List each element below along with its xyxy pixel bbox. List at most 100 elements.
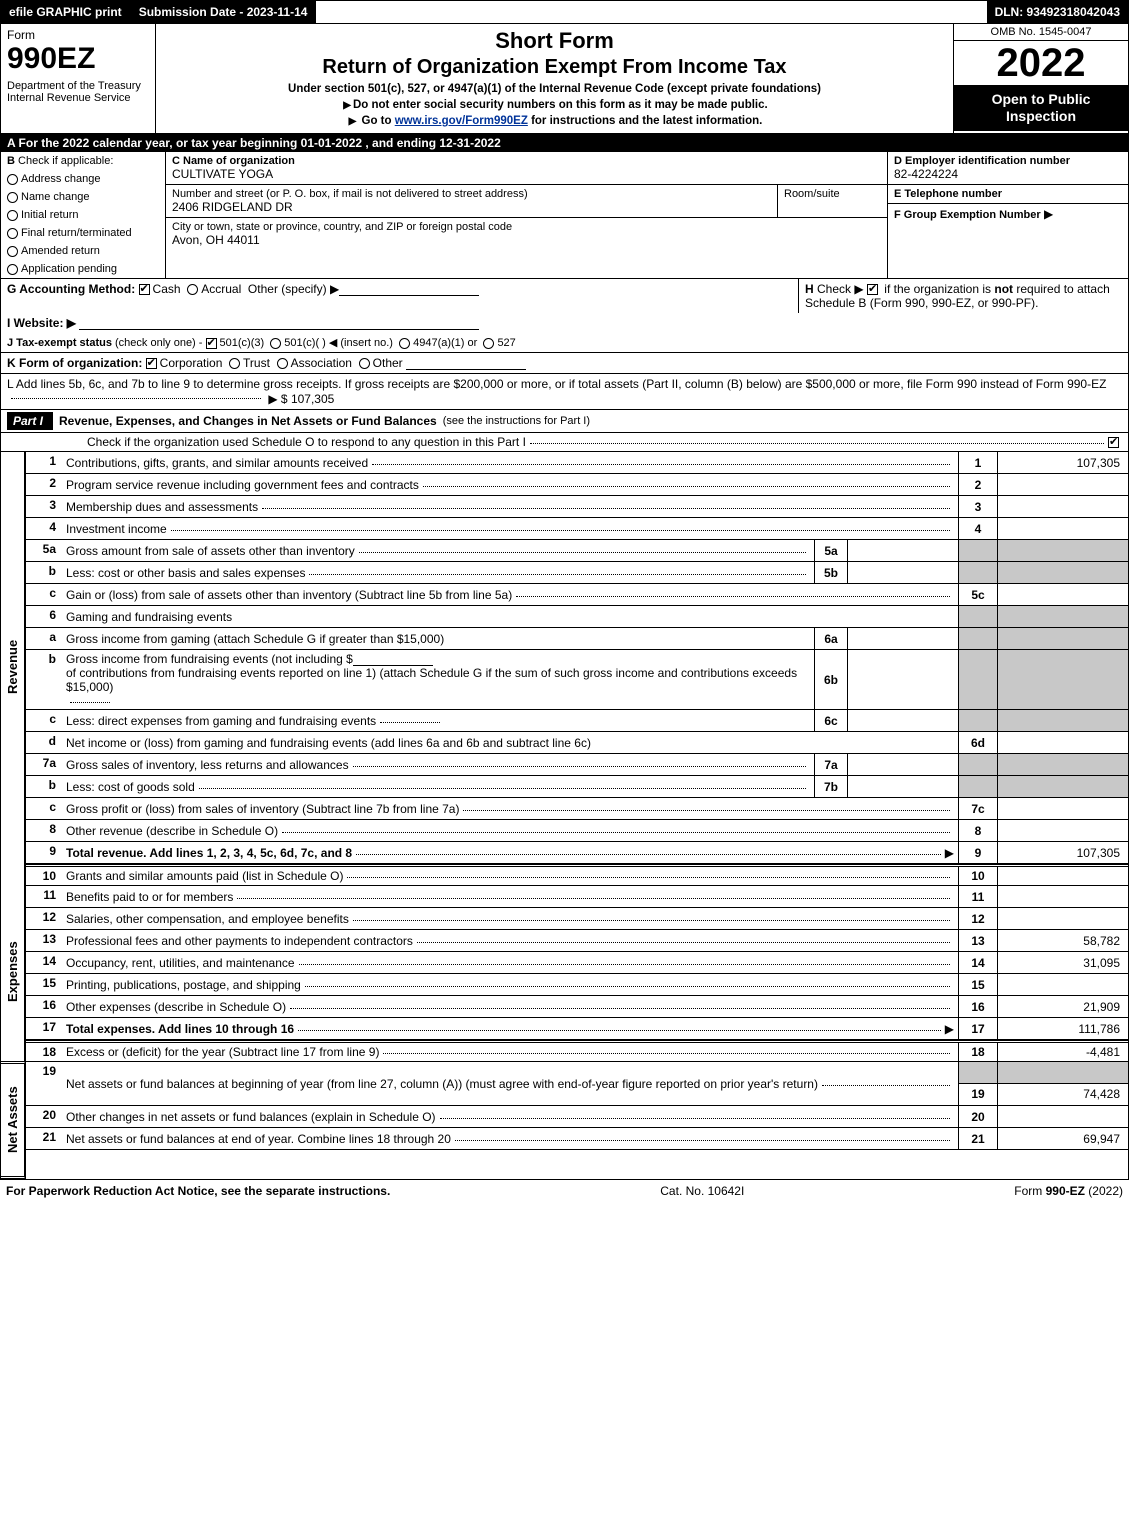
g-other: Other (specify) ▶ <box>248 282 339 296</box>
entity-block: B Check if applicable: Address change Na… <box>0 152 1129 279</box>
ln7c-desc: Gross profit or (loss) from sales of inv… <box>66 802 459 816</box>
ln6a-subval <box>848 628 958 649</box>
l-value: 107,305 <box>291 392 334 406</box>
line-16: 16 Other expenses (describe in Schedule … <box>26 996 1128 1018</box>
ln5c-col: 5c <box>958 584 998 605</box>
label-phone: E Telephone number <box>894 188 1122 200</box>
checkbox-cash[interactable] <box>139 284 150 295</box>
ln6b-num: b <box>26 650 62 709</box>
ln13-col: 13 <box>958 930 998 951</box>
checkbox-4947[interactable] <box>399 338 410 349</box>
ln19-desc: Net assets or fund balances at beginning… <box>66 1077 818 1091</box>
ln12-num: 12 <box>26 908 62 929</box>
b-application-pending: Application pending <box>1 260 165 278</box>
section-g: G Accounting Method: Cash Accrual Other … <box>1 279 798 313</box>
checkbox-application-pending[interactable] <box>7 264 18 275</box>
ln10-val <box>998 867 1128 885</box>
footer-center: Cat. No. 10642I <box>390 1184 1014 1198</box>
page-footer: For Paperwork Reduction Act Notice, see … <box>0 1179 1129 1202</box>
k-assoc: Association <box>291 356 352 370</box>
checkbox-amended-return[interactable] <box>7 246 18 257</box>
ln16-col: 16 <box>958 996 998 1017</box>
form-word: Form <box>7 28 149 42</box>
line-5a: 5a Gross amount from sale of assets othe… <box>26 540 1128 562</box>
b-final-return: Final return/terminated <box>1 224 165 242</box>
ln2-num: 2 <box>26 474 62 495</box>
label-room: Room/suite <box>784 188 881 200</box>
ln6b-subval <box>848 650 958 709</box>
ln12-desc: Salaries, other compensation, and employ… <box>66 912 349 926</box>
checkbox-501c3[interactable] <box>206 338 217 349</box>
g-accrual: Accrual <box>201 282 241 296</box>
ln7b-val-shade <box>998 776 1128 797</box>
omb-number: OMB No. 1545-0047 <box>954 24 1128 41</box>
goto-post: for instructions and the latest informat… <box>531 115 762 127</box>
ln10-col: 10 <box>958 867 998 885</box>
ln11-desc: Benefits paid to or for members <box>66 890 233 904</box>
g-other-blank[interactable] <box>339 282 479 296</box>
h-letter: H <box>805 282 814 296</box>
section-b: B Check if applicable: Address change Na… <box>1 152 166 278</box>
ln14-val: 31,095 <box>998 952 1128 973</box>
header-center: Short Form Return of Organization Exempt… <box>156 24 953 133</box>
ln9-desc: Total revenue. Add lines 1, 2, 3, 4, 5c,… <box>66 846 352 860</box>
section-a: A For the 2022 calendar year, or tax yea… <box>0 134 1129 152</box>
ln6b-blank[interactable] <box>353 652 433 666</box>
ln1-val: 107,305 <box>998 452 1128 473</box>
checkbox-527[interactable] <box>483 338 494 349</box>
checkbox-address-change[interactable] <box>7 174 18 185</box>
ln5c-val <box>998 584 1128 605</box>
section-e: E Telephone number <box>888 185 1128 204</box>
line-7c: c Gross profit or (loss) from sales of i… <box>26 798 1128 820</box>
section-l: L Add lines 5b, 6c, and 7b to line 9 to … <box>0 374 1129 410</box>
section-k: K Form of organization: Corporation Trus… <box>0 353 1129 374</box>
b-name-change: Name change <box>1 188 165 206</box>
section-j: J Tax-exempt status (check only one) - 5… <box>1 333 1128 352</box>
checkbox-initial-return[interactable] <box>7 210 18 221</box>
checkbox-name-change[interactable] <box>7 192 18 203</box>
b-initial-return: Initial return <box>1 206 165 224</box>
line-18: 18 Excess or (deficit) for the year (Sub… <box>26 1040 1128 1062</box>
ln16-val: 21,909 <box>998 996 1128 1017</box>
checkbox-association[interactable] <box>277 358 288 369</box>
k-other-blank[interactable] <box>406 356 526 370</box>
ln18-val: -4,481 <box>998 1043 1128 1061</box>
checkbox-accrual[interactable] <box>187 284 198 295</box>
ln2-desc: Program service revenue including govern… <box>66 478 419 492</box>
irs-link[interactable]: www.irs.gov/Form990EZ <box>395 115 528 127</box>
ln3-desc: Membership dues and assessments <box>66 500 258 514</box>
checkbox-trust[interactable] <box>229 358 240 369</box>
ln2-col: 2 <box>958 474 998 495</box>
part-i-title: Revenue, Expenses, and Changes in Net As… <box>59 414 437 428</box>
checkbox-schedule-o[interactable] <box>1108 437 1119 448</box>
public-inspection: Open to Public Inspection <box>954 85 1128 131</box>
checkbox-schedule-b[interactable] <box>867 284 878 295</box>
ln9-val: 107,305 <box>998 842 1128 863</box>
form-header: Form 990EZ Department of the Treasury In… <box>0 24 1129 134</box>
l-text: L Add lines 5b, 6c, and 7b to line 9 to … <box>7 377 1106 391</box>
line-19: 19 Net assets or fund balances at beginn… <box>26 1062 1128 1106</box>
side-expenses: Expenses <box>1 882 25 1064</box>
line-9: 9 Total revenue. Add lines 1, 2, 3, 4, 5… <box>26 842 1128 864</box>
footer-left: For Paperwork Reduction Act Notice, see … <box>6 1184 390 1198</box>
checkbox-other-org[interactable] <box>359 358 370 369</box>
ln7a-val-shade <box>998 754 1128 775</box>
line-10: 10 Grants and similar amounts paid (list… <box>26 864 1128 886</box>
ln19-col: 19 <box>971 1087 984 1101</box>
ln21-num: 21 <box>26 1128 62 1149</box>
part-i-instr: (see the instructions for Part I) <box>443 415 590 427</box>
efile-label: efile GRAPHIC print <box>1 1 131 23</box>
website-blank[interactable] <box>79 316 479 330</box>
ln5b-col-shade <box>958 562 998 583</box>
ln4-col: 4 <box>958 518 998 539</box>
ln5a-num: 5a <box>26 540 62 561</box>
label-group-exemption: F Group Exemption Number <box>894 209 1041 221</box>
ln6a-desc: Gross income from gaming (attach Schedul… <box>66 632 444 646</box>
checkbox-501c[interactable] <box>270 338 281 349</box>
checkbox-final-return[interactable] <box>7 228 18 239</box>
ln15-col: 15 <box>958 974 998 995</box>
section-b-letter: B <box>7 155 15 167</box>
ln6c-subval <box>848 710 958 731</box>
ln6d-val <box>998 732 1128 753</box>
checkbox-corporation[interactable] <box>146 358 157 369</box>
